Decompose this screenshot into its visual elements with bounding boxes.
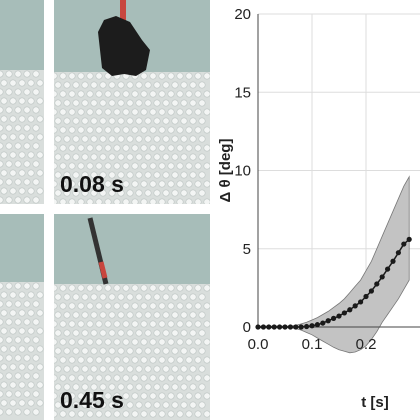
particle-texture — [54, 284, 210, 418]
data-point — [325, 318, 331, 324]
data-point — [287, 324, 293, 330]
y-axis-title: Δ θ [deg] — [217, 139, 234, 203]
uncertainty-band — [257, 175, 410, 354]
data-point — [374, 281, 380, 287]
data-point — [304, 323, 310, 330]
particle-texture — [0, 282, 44, 416]
data-point — [390, 258, 396, 264]
gripper-impact-image — [54, 0, 210, 204]
data-point — [401, 241, 407, 247]
x-tick-label: 0.0 — [248, 336, 269, 353]
data-point — [266, 324, 272, 330]
data-point — [320, 320, 326, 326]
data-point — [277, 324, 283, 330]
photo-panel-bottom-right: 0.45 s — [54, 214, 210, 420]
data-point — [331, 315, 337, 321]
photo-panel-top-right: 0.08 s — [54, 0, 210, 204]
y-tick-label: 15 — [234, 84, 251, 101]
data-point — [395, 250, 401, 256]
data-point — [347, 307, 353, 313]
y-tick-label: 20 — [234, 6, 251, 23]
data-point — [336, 313, 342, 319]
data-point — [385, 266, 391, 272]
particle-texture — [54, 72, 210, 204]
angle-time-chart: 0 5 10 15 20 0.0 0.1 0.2 t [s] Δ θ [deg] — [217, 6, 420, 411]
x-axis-title: t [s] — [361, 394, 389, 411]
data-point — [309, 323, 315, 329]
data-point — [341, 310, 347, 316]
timestamp-label: 0.08 s — [60, 171, 124, 197]
data-point — [293, 324, 299, 330]
data-point — [255, 324, 261, 330]
y-tick-label: 0 — [243, 319, 251, 336]
probe-penetration-image — [54, 214, 210, 420]
data-point — [282, 324, 288, 330]
data-point — [260, 324, 266, 330]
x-tick-label: 0.1 — [302, 336, 323, 353]
data-point — [406, 236, 412, 242]
data-point — [352, 303, 358, 309]
data-point — [363, 293, 369, 300]
timestamp-label: 0.45 s — [60, 387, 124, 413]
photo-panel-bottom-left — [0, 214, 44, 420]
data-point — [271, 324, 277, 330]
x-tick-label: 0.2 — [356, 336, 377, 353]
particle-texture — [0, 70, 44, 204]
y-tick-label: 5 — [243, 241, 251, 258]
granular-bed-image — [0, 0, 44, 204]
y-tick-label: 10 — [234, 163, 251, 180]
data-point — [368, 288, 374, 294]
granular-bed-image — [0, 214, 44, 420]
data-point — [379, 274, 385, 280]
data-point — [314, 322, 320, 328]
photo-panel-top-left — [0, 0, 44, 204]
data-point — [358, 299, 364, 305]
data-point — [298, 324, 304, 330]
